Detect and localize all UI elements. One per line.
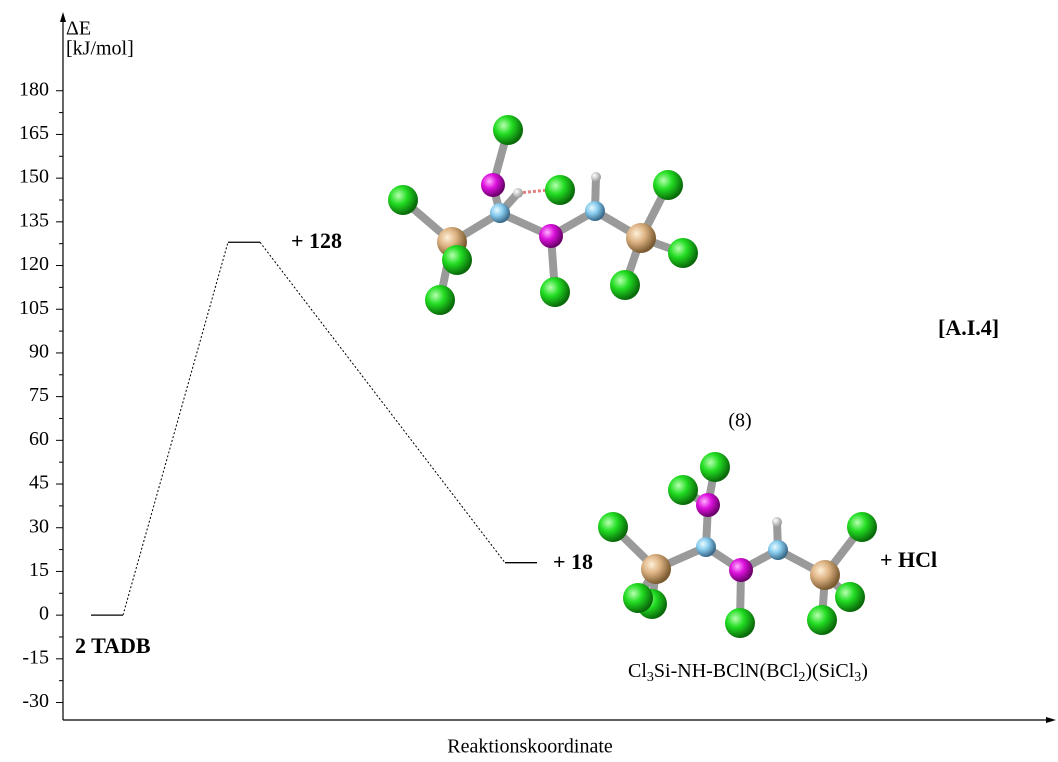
y-tick-label: 105 bbox=[19, 297, 49, 319]
formula-part: Si-NH-BClN(BCl bbox=[654, 660, 799, 682]
y-tick-label: 75 bbox=[29, 384, 49, 406]
y-tick-label: 120 bbox=[19, 253, 49, 275]
level-label: 2 TADB bbox=[75, 633, 151, 658]
formula-subscript: 3 bbox=[854, 670, 861, 685]
annotation: (8) bbox=[728, 410, 751, 432]
molecule-product bbox=[598, 452, 877, 638]
formula: Cl3Si-NH-BClN(BCl2)(SiCl3) bbox=[628, 660, 868, 686]
value-label: + 128 bbox=[291, 228, 342, 253]
connector bbox=[260, 242, 505, 562]
molecule-ts bbox=[388, 115, 698, 315]
y-tick-label: 60 bbox=[29, 428, 49, 450]
y-axis-unit: [kJ/mol] bbox=[66, 38, 134, 60]
y-tick-label: 45 bbox=[29, 472, 49, 494]
chart: ΔE [kJ/mol] Reaktionskoordinate [A.I.4] … bbox=[0, 0, 1058, 762]
y-tick-label: 30 bbox=[29, 515, 49, 537]
formula-part: Cl bbox=[628, 660, 647, 682]
annotation: [A.I.4] bbox=[938, 315, 999, 340]
y-tick-label: 135 bbox=[19, 209, 49, 231]
y-tick-label: 90 bbox=[29, 341, 49, 363]
value-label: + 18 bbox=[553, 549, 593, 574]
formula-subscript: 3 bbox=[647, 670, 654, 685]
formula-part: ) bbox=[861, 660, 868, 682]
x-axis-label: Reaktionskoordinate bbox=[447, 736, 613, 758]
y-tick-label: 150 bbox=[19, 166, 49, 188]
y-tick-label: -15 bbox=[22, 646, 49, 668]
x-axis-arrow bbox=[1046, 717, 1056, 723]
y-tick-label: 0 bbox=[39, 603, 49, 625]
formula-part: )(SiCl bbox=[805, 660, 854, 682]
annotation: + HCl bbox=[880, 547, 937, 572]
y-axis-label: ΔE bbox=[66, 18, 91, 40]
axes bbox=[60, 12, 1056, 723]
formula-subscript: 2 bbox=[798, 670, 805, 685]
y-tick-label: 180 bbox=[19, 78, 49, 100]
y-tick-label: -30 bbox=[22, 690, 49, 712]
connector bbox=[123, 242, 228, 615]
y-tick-label: 165 bbox=[19, 122, 49, 144]
y-tick-label: 15 bbox=[29, 559, 49, 581]
